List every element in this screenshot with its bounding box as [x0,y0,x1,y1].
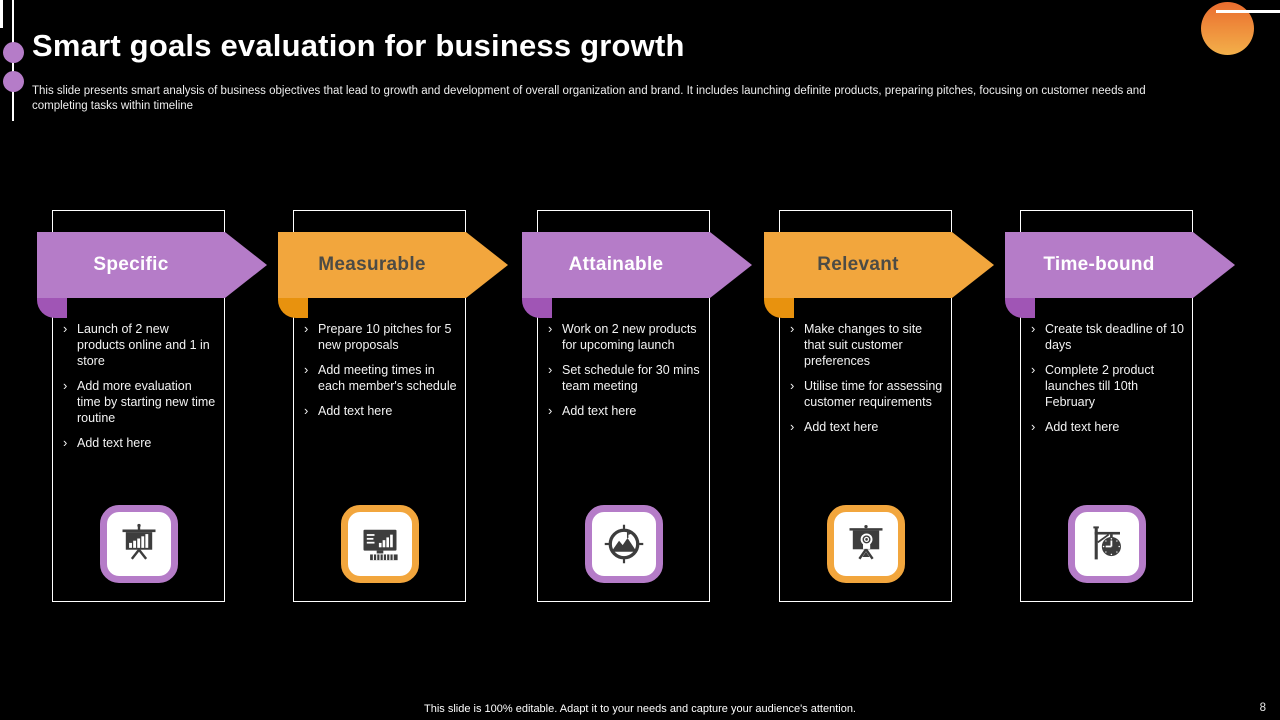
footer-note: This slide is 100% editable. Adapt it to… [424,703,856,715]
list-item: › Add text here [1029,419,1184,435]
bullet-list: › Work on 2 new products for upcoming la… [538,321,709,428]
list-item: › Complete 2 product launches till 10th … [1029,362,1184,410]
column-header-label: Relevant [817,254,899,275]
bullet-text: Set schedule for 30 mins team meeting [562,363,700,393]
icon-badge [340,505,419,583]
list-item: › Create tsk deadline of 10 days [1029,321,1184,353]
accent-dot [3,42,24,63]
chevron-bullet-marker: › [548,321,553,336]
bullet-text: Utilise time for assessing customer requ… [804,379,943,409]
list-item: › Add text here [546,403,701,419]
ribbon-fold [278,297,308,318]
monitor-analytics-icon [363,529,398,561]
list-item: › Make changes to site that suit custome… [788,321,943,369]
column-header-label: Attainable [568,254,664,275]
edge-accent-strip [0,0,3,28]
chevron-bullet-marker: › [63,321,68,336]
icon-badge [826,505,905,583]
chevron-bullet-marker: › [1031,321,1036,336]
ribbon-fold [522,297,552,318]
presentation-bar-chart-icon [122,523,155,560]
bullet-list: › Prepare 10 pitches for 5 new proposals… [294,321,465,428]
mind-target-board-icon [849,524,882,560]
chevron-bullet-marker: › [1031,362,1036,377]
icon-badge [584,505,663,583]
chevron-bullet-marker: › [548,362,553,377]
corner-accent-line [1216,10,1280,13]
list-item: › Add meeting times in each member's sch… [302,362,457,394]
list-item: › Add text here [302,403,457,419]
bullet-text: Add meeting times in each member's sched… [318,363,457,393]
chevron-bullet-marker: › [304,403,309,418]
chevron-bullet-marker: › [790,321,795,336]
list-item: › Launch of 2 new products online and 1 … [61,321,216,369]
chevron-bullet-marker: › [63,435,68,450]
list-item: › Prepare 10 pitches for 5 new proposals [302,321,457,353]
bullet-list: › Launch of 2 new products online and 1 … [53,321,224,460]
page-number: 8 [1259,702,1266,714]
list-item: › Set schedule for 30 mins team meeting [546,362,701,394]
hanging-clock-icon [1092,526,1121,560]
column-header-arrow: Specific [37,232,267,298]
list-item: › Add more evaluation time by starting n… [61,378,216,426]
column-header-arrow: Relevant [764,232,994,298]
list-item: › Add text here [61,435,216,451]
chevron-bullet-marker: › [304,362,309,377]
chevron-bullet-marker: › [1031,419,1036,434]
accent-dot [3,71,24,92]
list-item: › Utilise time for assessing customer re… [788,378,943,410]
ribbon-fold [1005,297,1035,318]
column-header-arrow: Measurable [278,232,508,298]
bullet-text: Complete 2 product launches till 10th Fe… [1045,363,1155,409]
bullet-text: Work on 2 new products for upcoming laun… [562,322,697,352]
column-header-label: Specific [93,254,169,275]
bullet-list: › Create tsk deadline of 10 days › Compl… [1021,321,1192,444]
column-header-arrow: Time-bound [1005,232,1235,298]
list-item: › Add text here [788,419,943,435]
ribbon-fold [764,297,794,318]
slide-description: This slide presents smart analysis of bu… [32,85,1146,112]
column-header-arrow: Attainable [522,232,752,298]
bullet-text: Add text here [318,404,393,418]
column-time-bound: Time-bound › Create tsk deadline of 10 d… [1005,210,1193,602]
list-item: › Work on 2 new products for upcoming la… [546,321,701,353]
chevron-bullet-marker: › [790,419,795,434]
bullet-text: Add text here [1045,420,1120,434]
icon-badge [1067,505,1146,583]
chevron-bullet-marker: › [790,378,795,393]
mountain-target-icon [604,524,643,564]
column-header-label: Time-bound [1043,254,1155,275]
bullet-list: › Make changes to site that suit custome… [780,321,951,444]
bullet-text: Add text here [804,420,879,434]
column-attainable: Attainable › Work on 2 new products for … [522,210,710,602]
chevron-bullet-marker: › [63,378,68,393]
column-specific: Specific › Launch of 2 new products onli… [37,210,225,602]
bullet-text: Create tsk deadline of 10 days [1045,322,1184,352]
bullet-text: Add text here [562,404,637,418]
icon-badge [99,505,178,583]
bullet-text: Launch of 2 new products online and 1 in… [77,322,210,368]
bullet-text: Add text here [77,436,152,450]
chevron-bullet-marker: › [304,321,309,336]
ribbon-fold [37,297,67,318]
bullet-text: Add more evaluation time by starting new… [77,379,216,425]
column-header-label: Measurable [318,254,426,275]
column-relevant: Relevant › Make changes to site that sui… [764,210,952,602]
bullet-text: Make changes to site that suit customer … [804,322,923,368]
page-title: Smart goals evaluation for business grow… [32,28,685,63]
column-measurable: Measurable › Prepare 10 pitches for 5 ne… [278,210,466,602]
bullet-text: Prepare 10 pitches for 5 new proposals [318,322,452,352]
chevron-bullet-marker: › [548,403,553,418]
